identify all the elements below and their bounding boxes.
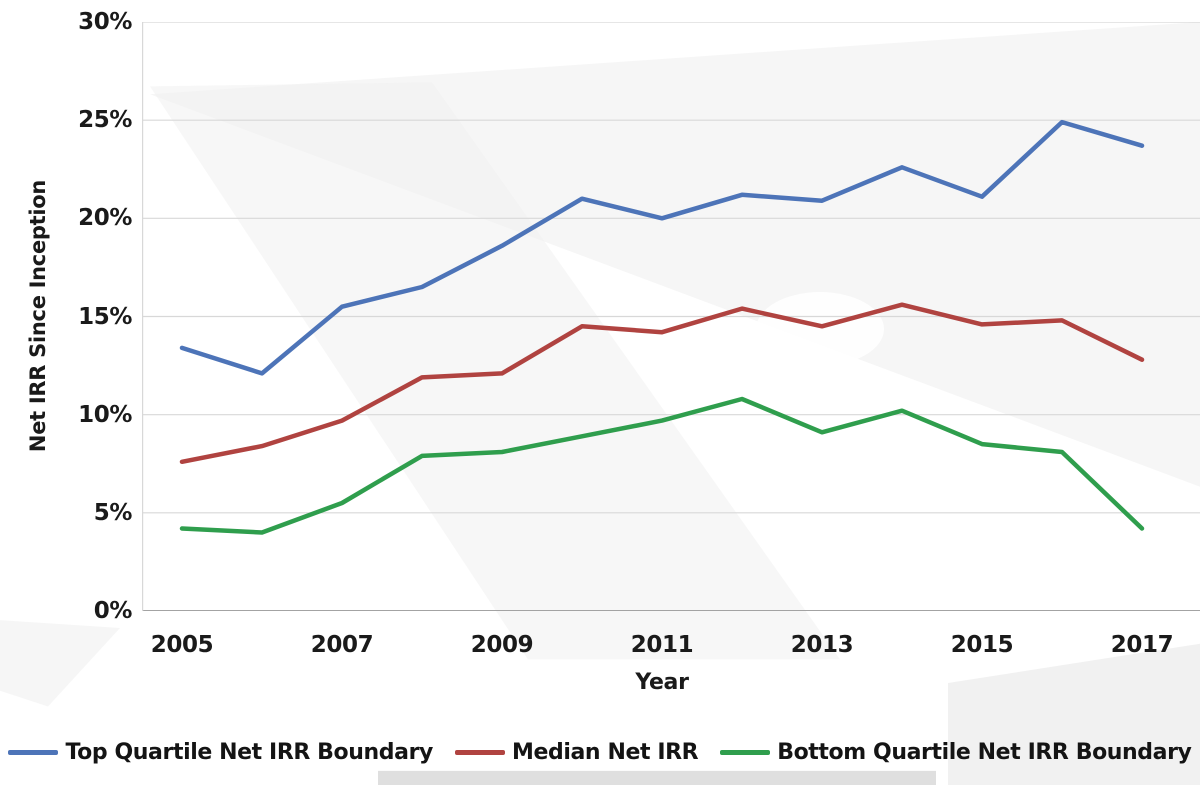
y-tick-label: 10% <box>78 401 132 428</box>
y-tick-label: 15% <box>78 303 132 330</box>
y-tick-label: 25% <box>78 107 132 134</box>
legend: Top Quartile Net IRR Boundary Median Net… <box>0 740 1200 765</box>
legend-label: Top Quartile Net IRR Boundary <box>65 740 433 765</box>
line-swatch-icon <box>720 750 771 755</box>
legend-label: Bottom Quartile Net IRR Boundary <box>777 740 1192 765</box>
legend-label: Median Net IRR <box>511 740 699 765</box>
x-tick-label: 2011 <box>630 632 694 658</box>
y-tick-label: 20% <box>78 205 132 232</box>
plot-area <box>142 22 1200 611</box>
x-tick-label: 2007 <box>310 632 374 658</box>
legend-item-median: Median Net IRR <box>454 740 699 765</box>
line-swatch-icon <box>454 750 505 755</box>
y-tick-label: 5% <box>93 499 133 526</box>
x-tick-label: 2015 <box>950 632 1014 658</box>
legend-item-bottom-quartile: Bottom Quartile Net IRR Boundary <box>720 740 1192 765</box>
y-tick-label: 0% <box>93 598 133 624</box>
x-tick-label: 2013 <box>790 632 854 658</box>
legend-item-top-quartile: Top Quartile Net IRR Boundary <box>8 740 433 765</box>
x-tick-label: 2017 <box>1110 632 1174 658</box>
y-tick-label: 30% <box>78 9 132 35</box>
line-swatch-icon <box>8 750 59 755</box>
x-tick-label: 2009 <box>470 632 534 658</box>
x-axis-title: Year <box>635 670 689 695</box>
x-tick-label: 2005 <box>150 632 214 658</box>
